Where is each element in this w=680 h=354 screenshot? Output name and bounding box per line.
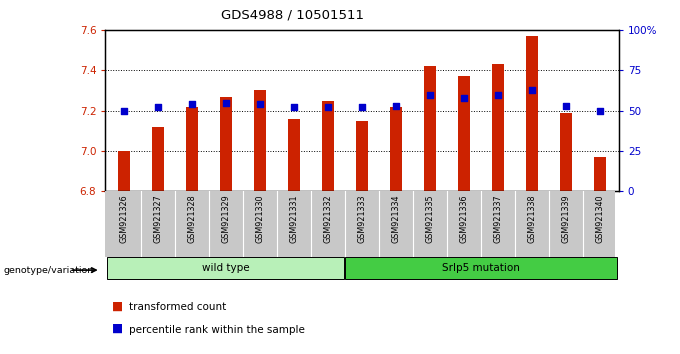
Text: GSM921328: GSM921328 [188, 194, 197, 243]
Bar [186, 107, 198, 191]
Point [220, 100, 231, 105]
Point [594, 108, 606, 114]
Text: ■: ■ [112, 322, 123, 335]
Text: GSM921336: GSM921336 [460, 194, 469, 243]
Text: ■: ■ [112, 300, 123, 313]
Bar [118, 151, 130, 191]
Point [356, 104, 367, 110]
Text: GSM921334: GSM921334 [392, 194, 401, 243]
Bar [322, 101, 334, 191]
Point [560, 103, 571, 109]
FancyBboxPatch shape [345, 257, 617, 279]
Bar [594, 157, 606, 191]
Text: GSM921326: GSM921326 [120, 194, 129, 243]
Text: GSM921340: GSM921340 [596, 194, 605, 243]
Point [424, 92, 436, 97]
Bar [526, 36, 538, 191]
Text: GSM921333: GSM921333 [358, 194, 367, 243]
Point [289, 104, 300, 110]
Text: GSM921330: GSM921330 [256, 194, 265, 243]
Bar [424, 66, 436, 191]
Point [526, 87, 537, 92]
Point [186, 101, 198, 107]
Text: genotype/variation: genotype/variation [3, 266, 94, 275]
Bar [220, 97, 232, 191]
Text: GDS4988 / 10501511: GDS4988 / 10501511 [221, 9, 364, 22]
Text: transformed count: transformed count [129, 302, 226, 312]
Text: GSM921332: GSM921332 [324, 194, 333, 243]
Point [119, 108, 130, 114]
Point [254, 101, 265, 107]
Point [390, 103, 401, 109]
Text: percentile rank within the sample: percentile rank within the sample [129, 325, 305, 335]
Point [323, 104, 334, 110]
Text: GSM921335: GSM921335 [426, 194, 435, 243]
Bar [288, 119, 300, 191]
Bar [390, 107, 402, 191]
Point [492, 92, 503, 97]
Bar [458, 76, 470, 191]
Bar [152, 127, 164, 191]
Text: GSM921327: GSM921327 [154, 194, 163, 243]
Text: GSM921337: GSM921337 [494, 194, 503, 243]
Text: wild type: wild type [202, 263, 250, 273]
Text: Srlp5 mutation: Srlp5 mutation [442, 263, 520, 273]
Bar [254, 91, 266, 191]
FancyBboxPatch shape [107, 257, 345, 279]
Text: GSM921338: GSM921338 [528, 194, 537, 243]
Bar [356, 121, 368, 191]
Bar [560, 113, 572, 191]
Text: GSM921331: GSM921331 [290, 194, 299, 243]
Point [458, 95, 469, 101]
Text: GSM921329: GSM921329 [222, 194, 231, 243]
Bar [492, 64, 504, 191]
Point [153, 104, 164, 110]
Text: GSM921339: GSM921339 [562, 194, 571, 243]
